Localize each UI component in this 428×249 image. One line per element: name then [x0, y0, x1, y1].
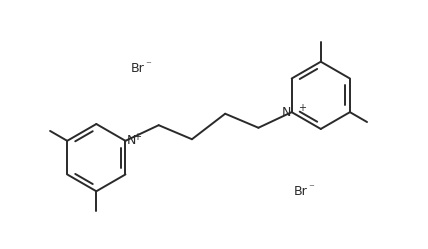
Text: Br: Br: [131, 62, 145, 75]
Text: +: +: [134, 132, 141, 142]
Text: ⁻: ⁻: [145, 61, 151, 71]
Text: N: N: [281, 106, 291, 119]
Text: +: +: [297, 103, 306, 113]
Text: ⁻: ⁻: [308, 183, 314, 193]
Text: Br: Br: [294, 185, 308, 198]
Text: N: N: [126, 134, 136, 147]
